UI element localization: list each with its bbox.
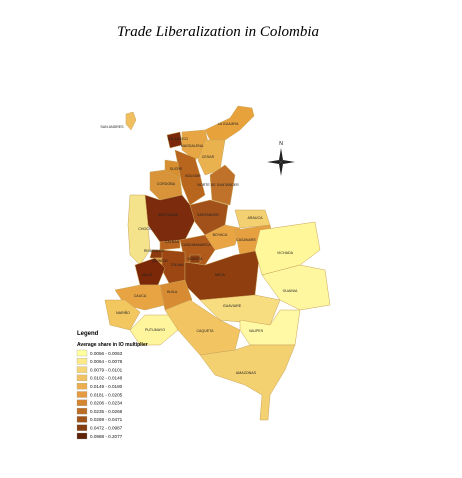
department-label: BOYACA (213, 233, 228, 237)
department-label: HUILA (167, 290, 178, 294)
department-label: CASANARE (236, 238, 256, 242)
department (104, 299, 141, 331)
department-label: GUAINIA (283, 289, 298, 293)
department-label: QUINDIO (152, 259, 168, 263)
legend-swatch (76, 349, 88, 357)
department-label: AMAZONAS (236, 371, 257, 375)
legend-label: 0.0472 - 0.0987 (90, 426, 123, 431)
department (239, 309, 301, 346)
department (127, 194, 151, 266)
legend-label: 0.0064 - 0.0078 (90, 359, 123, 364)
department-label: CORDOBA (157, 182, 176, 186)
legend-label: 0.0206 - 0.0234 (90, 401, 123, 406)
legend-swatch (76, 407, 88, 415)
legend-label: 0.0181 - 0.0205 (90, 392, 123, 397)
department-label: VALLE (142, 273, 154, 277)
department-label: BOLIVAR (185, 174, 201, 178)
department-label: CAUCA (134, 294, 147, 298)
department-label: TOLIMA (170, 263, 184, 267)
department (134, 257, 166, 286)
legend-swatch (76, 366, 88, 373)
department-label: CAQUETA (196, 329, 214, 333)
legend-heading: Legend (77, 331, 99, 337)
department-label: PUTUMAYO (145, 328, 165, 332)
department (189, 254, 201, 264)
legend-swatch (76, 399, 88, 406)
department (164, 299, 241, 356)
legend-swatch (76, 358, 88, 365)
department-label: SANTANDER (197, 213, 219, 217)
department-label: NARIÑO (116, 310, 130, 315)
legend-label: 0.0235 - 0.0268 (90, 409, 123, 414)
department (209, 164, 236, 206)
legend-label: 0.0988 - 0.2077 (90, 434, 123, 439)
department (199, 294, 281, 326)
department-label: SUCRE (170, 167, 183, 171)
regions: SAN ANDRES LA GUAJIRA ATLANTICO MAGDALENA CE… (100, 105, 331, 421)
legend-label: 0.0056 - 0.0063 (90, 351, 123, 356)
legend: Legend Average share in IO multiplier 0.… (76, 331, 148, 440)
department (159, 239, 181, 251)
department-label: ANTIOQUIA (158, 213, 178, 217)
legend-subtitle: Average share in IO multiplier (77, 342, 148, 348)
department-label: SAN ANDRES (100, 125, 124, 129)
department-label: CHOCO (138, 227, 152, 231)
legend-swatch (76, 416, 88, 423)
svg-text:N: N (279, 141, 283, 147)
department-label: RISARALDA (144, 249, 165, 253)
department-label: ARAUCA (248, 216, 264, 220)
department-label: VAUPES (249, 329, 264, 333)
legend-swatch (76, 432, 88, 440)
legend-label: 0.0079 - 0.0101 (90, 367, 123, 372)
compass: N (267, 141, 295, 176)
department-label: CALDAS (165, 240, 180, 244)
department-label: CESAR (202, 155, 215, 159)
department-label: CUNDINAMARCA (181, 243, 211, 247)
department (125, 111, 137, 131)
legend-swatch (76, 383, 88, 390)
legend-label: 0.0149 - 0.0180 (90, 384, 123, 389)
department-label: META (215, 273, 225, 277)
department-label: BOGOTA (187, 257, 203, 261)
legend-swatch (76, 374, 88, 382)
department-label: MAGDALENA (181, 144, 204, 148)
legend-swatch (76, 424, 88, 431)
legend-label: 0.0102 - 0.0148 (90, 376, 123, 381)
department-label: GUAVIARE (223, 304, 242, 308)
department-label: NORTE DE SANTANDER (197, 183, 239, 187)
legend-swatch (76, 391, 88, 398)
department-label: LA GUAJIRA (218, 122, 239, 126)
map-title: Trade Liberalization in Colombia (117, 24, 319, 40)
department (199, 344, 296, 421)
department-label: VICHADA (277, 251, 294, 255)
legend-label: 0.0269 - 0.0471 (90, 417, 123, 422)
department-label: ATLANTICO (168, 137, 188, 141)
department (197, 139, 226, 176)
